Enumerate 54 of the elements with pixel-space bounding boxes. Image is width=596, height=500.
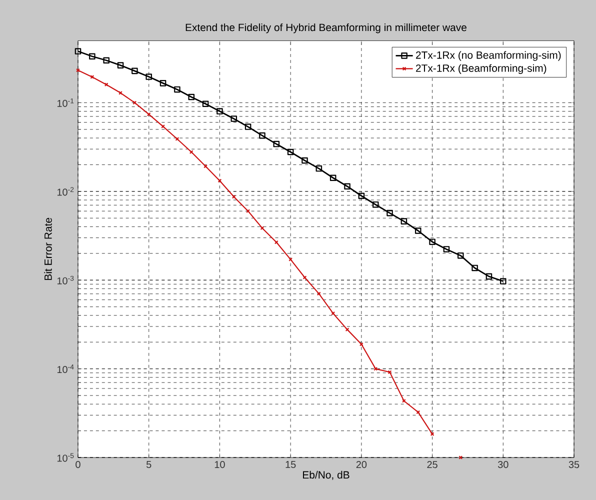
point [273,140,280,148]
x-tick-label: 30 [498,461,508,468]
point [457,252,464,259]
y-tick-label: 10$^{-2}$ [57,187,74,196]
point [429,238,436,245]
point [287,148,294,156]
x-tick-label: 20 [356,461,367,468]
point [358,192,365,200]
point [230,116,238,122]
point [132,68,138,74]
y-tick-label: 10$^{-3}$ [57,276,74,284]
point [302,276,307,280]
x-tick-label: 10 [214,461,225,468]
point [372,201,379,208]
legend-label: 2Tx-1Rx (Beamforming-sim) [416,64,546,74]
x-tick-label: 0 [76,461,80,468]
point [160,80,166,86]
x-tick-label: 5 [146,461,152,468]
point [443,246,450,252]
point [500,278,506,284]
point [104,82,108,87]
x-tick-label: 25 [427,461,438,468]
x-tick-label: 35 [568,461,580,468]
y-axis-title: Bit Error Rate [44,218,52,280]
point [146,74,152,80]
point [103,57,110,64]
point [204,164,208,168]
y-tick-label: 10$^{-4}$ [57,364,74,374]
y-tick-label: 10$^{-5}$ [57,453,74,462]
point [302,157,308,164]
point [344,183,350,190]
point [330,174,336,182]
point [259,132,266,139]
chart-title: Extend the Fidelity of Hybrid Beamforming in millimeter wave [186,23,466,34]
point [316,165,322,172]
point [188,94,195,100]
point [89,53,96,60]
point [216,108,223,114]
x-axis-title: Eb/No, dB [303,470,350,480]
point [174,86,180,93]
y-tick-label: 10$^{-1}$ [57,98,74,107]
x-tick-label: 15 [286,461,296,468]
point [117,62,124,68]
point [331,311,336,316]
point [386,210,393,216]
point [414,228,422,234]
legend-label: 2Tx-1Rx (no Beamforming-sim) [416,51,561,61]
point [486,273,492,280]
point [472,264,478,272]
point [244,124,252,130]
point [202,100,209,108]
point [74,48,82,54]
point [316,292,321,296]
point [400,218,408,224]
